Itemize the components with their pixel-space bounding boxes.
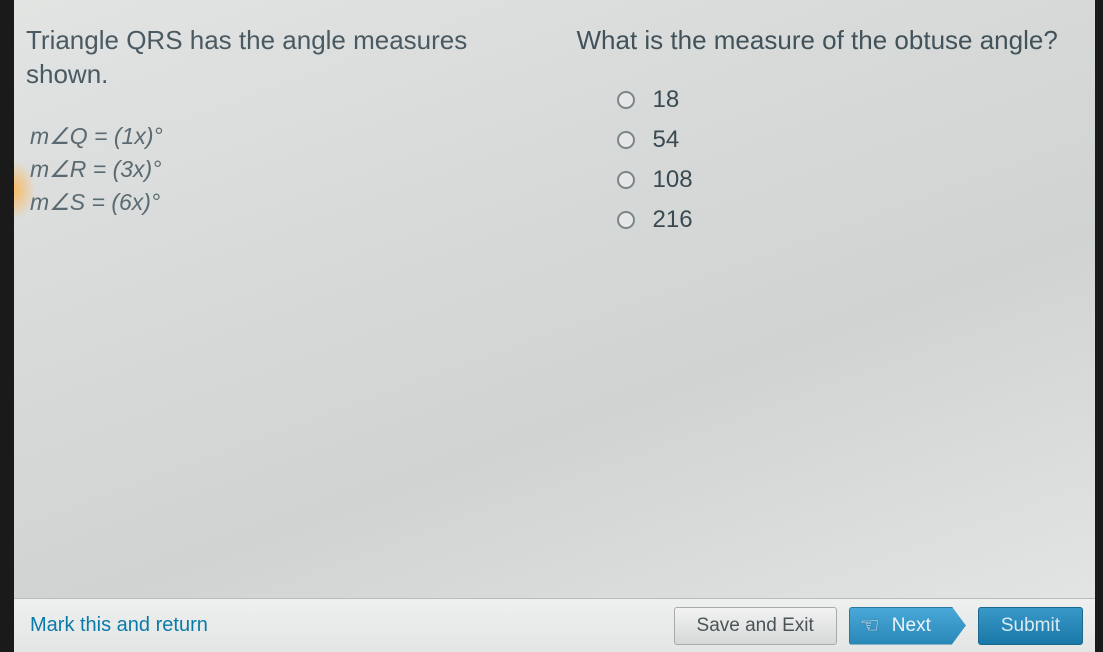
options-list: 18 54 108 216 <box>577 86 1068 234</box>
mark-and-return-link[interactable]: Mark this and return <box>30 614 662 637</box>
option-label: 18 <box>653 86 680 114</box>
radio-icon[interactable] <box>617 171 635 189</box>
next-label: Next <box>892 615 931 637</box>
radio-icon[interactable] <box>617 91 635 109</box>
option-label: 54 <box>653 126 680 154</box>
content-area: Triangle QRS has the angle measures show… <box>14 0 1095 598</box>
option-label: 108 <box>653 166 693 194</box>
save-and-exit-label: Save and Exit <box>697 615 814 637</box>
equation-s: m∠S = (6x)° <box>30 186 517 219</box>
next-button[interactable]: ☜ Next <box>849 607 966 645</box>
pointer-hand-icon: ☜ <box>860 612 880 638</box>
submit-button[interactable]: Submit <box>978 607 1083 645</box>
equation-q: m∠Q = (1x)° <box>30 120 517 153</box>
stem-prompt: Triangle QRS has the angle measures show… <box>26 24 517 92</box>
option-row[interactable]: 18 <box>617 86 1068 114</box>
save-and-exit-button[interactable]: Save and Exit <box>674 607 837 645</box>
submit-label: Submit <box>1001 615 1060 637</box>
radio-icon[interactable] <box>617 211 635 229</box>
radio-icon[interactable] <box>617 131 635 149</box>
footer-bar: Mark this and return Save and Exit ☜ Nex… <box>14 598 1095 652</box>
option-row[interactable]: 108 <box>617 166 1068 194</box>
question-stem-column: Triangle QRS has the angle measures show… <box>26 24 517 588</box>
answer-column: What is the measure of the obtuse angle?… <box>577 24 1068 588</box>
option-row[interactable]: 216 <box>617 206 1068 234</box>
option-row[interactable]: 54 <box>617 126 1068 154</box>
equation-r: m∠R = (3x)° <box>30 153 517 186</box>
angle-equations: m∠Q = (1x)° m∠R = (3x)° m∠S = (6x)° <box>26 120 517 220</box>
quiz-screen: Triangle QRS has the angle measures show… <box>14 0 1095 652</box>
option-label: 216 <box>653 206 693 234</box>
question-text: What is the measure of the obtuse angle? <box>577 24 1068 58</box>
